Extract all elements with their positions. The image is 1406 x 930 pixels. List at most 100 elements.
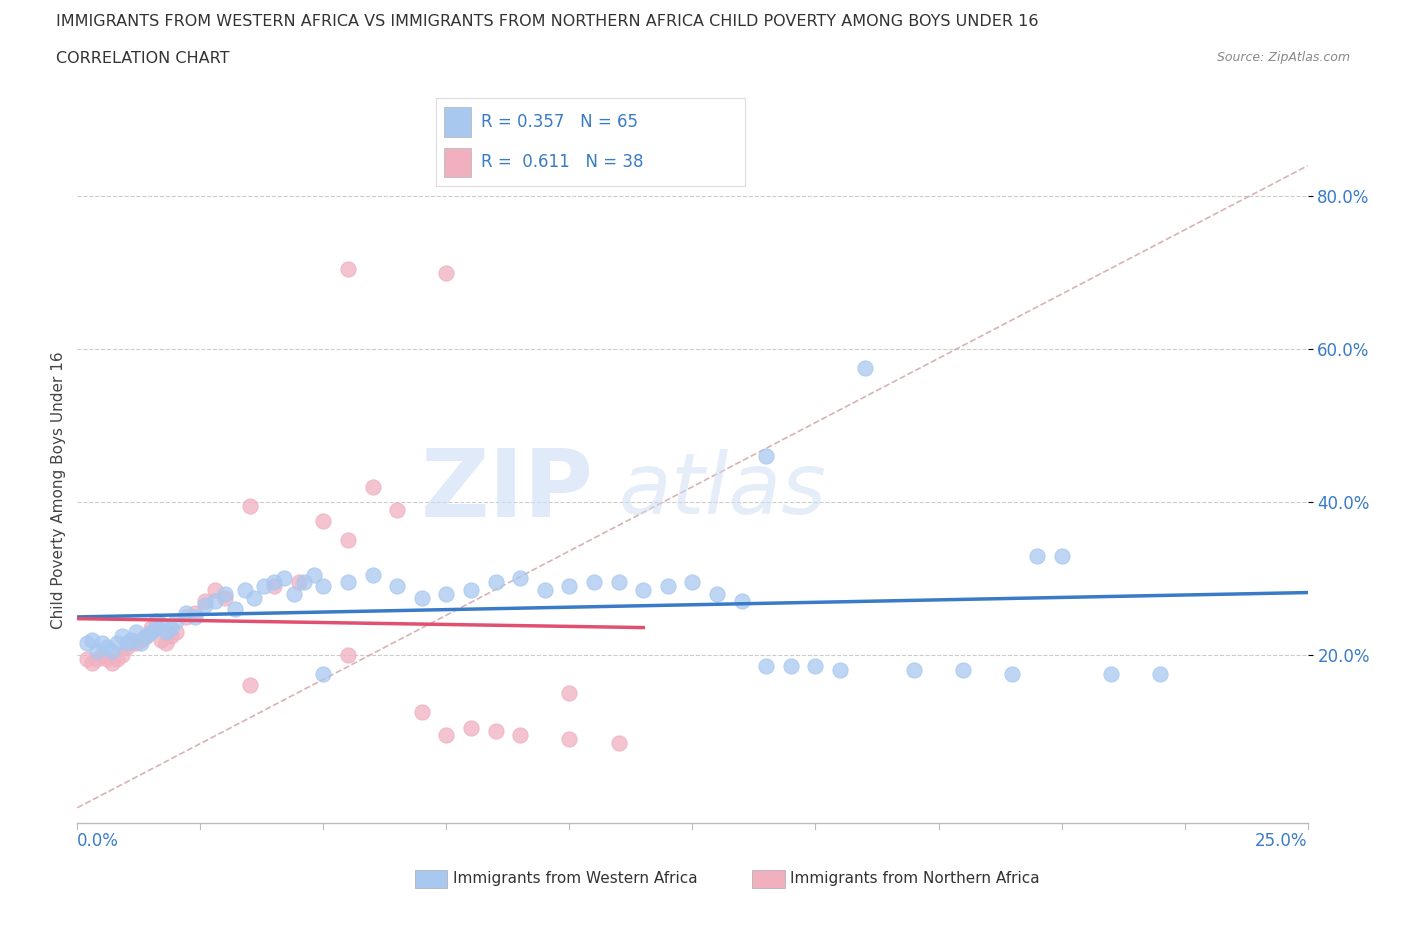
Point [90, 647, 114, 662]
Point [411, 591, 433, 605]
Point [150, 617, 173, 631]
FancyBboxPatch shape [444, 148, 471, 177]
Text: 25.0%: 25.0% [1256, 832, 1308, 850]
Point [233, 582, 256, 597]
Point [657, 578, 679, 593]
Text: R =  0.611   N = 38: R = 0.611 N = 38 [481, 153, 643, 171]
Y-axis label: Child Poverty Among Boys Under 16: Child Poverty Among Boys Under 16 [51, 352, 66, 630]
Text: Immigrants from Western Africa: Immigrants from Western Africa [453, 871, 697, 886]
Point [607, 575, 630, 590]
Point [125, 636, 148, 651]
Point [155, 625, 177, 640]
Point [731, 594, 754, 609]
Point [436, 586, 458, 601]
Point [312, 513, 335, 528]
Point [1050, 548, 1073, 563]
Text: ZIP: ZIP [422, 445, 595, 537]
Point [214, 591, 236, 605]
Point [76, 651, 98, 666]
Point [174, 605, 197, 620]
Point [1026, 548, 1049, 563]
Point [239, 498, 262, 513]
Point [76, 636, 98, 651]
Point [288, 575, 311, 590]
Point [385, 502, 409, 517]
Point [141, 620, 163, 635]
Point [263, 575, 285, 590]
Point [135, 629, 157, 644]
Point [830, 663, 852, 678]
Point [952, 663, 974, 678]
Point [239, 678, 262, 693]
Point [121, 632, 143, 647]
Point [111, 647, 132, 662]
Point [129, 632, 153, 647]
Point [115, 640, 138, 655]
Point [1099, 667, 1122, 682]
Point [509, 571, 531, 586]
Point [101, 655, 124, 670]
Point [115, 636, 138, 651]
Point [903, 663, 925, 678]
Point [145, 613, 167, 628]
Point [174, 609, 197, 624]
Point [105, 651, 128, 666]
Point [263, 578, 285, 593]
Point [96, 640, 118, 655]
Point [302, 567, 325, 582]
Point [583, 575, 606, 590]
Point [224, 602, 246, 617]
Point [804, 659, 827, 674]
Point [337, 647, 360, 662]
Point [312, 667, 335, 682]
Point [361, 479, 384, 494]
Point [165, 613, 187, 628]
Point [485, 724, 508, 738]
Point [111, 629, 132, 644]
Point [361, 567, 384, 582]
Point [194, 598, 217, 613]
Point [853, 361, 876, 376]
Point [155, 636, 177, 651]
Point [160, 620, 183, 635]
Point [436, 727, 458, 742]
Point [160, 629, 183, 644]
Text: Source: ZipAtlas.com: Source: ZipAtlas.com [1216, 51, 1350, 64]
Point [755, 659, 778, 674]
Point [165, 625, 187, 640]
Point [337, 261, 360, 276]
Point [253, 578, 276, 593]
Text: CORRELATION CHART: CORRELATION CHART [56, 51, 229, 66]
Point [607, 736, 630, 751]
Point [82, 655, 104, 670]
Point [682, 575, 704, 590]
Point [292, 575, 315, 590]
FancyBboxPatch shape [444, 107, 471, 137]
Point [96, 651, 118, 666]
Point [184, 605, 207, 620]
Point [184, 609, 207, 624]
Point [385, 578, 409, 593]
Text: R = 0.357   N = 65: R = 0.357 N = 65 [481, 113, 638, 131]
Point [780, 659, 803, 674]
Point [1001, 667, 1024, 682]
Point [485, 575, 508, 590]
Point [86, 651, 108, 666]
Point [101, 644, 124, 658]
Point [337, 533, 360, 548]
Point [312, 578, 335, 593]
Point [214, 586, 236, 601]
Point [509, 727, 531, 742]
Point [558, 685, 581, 700]
Point [129, 636, 153, 651]
Point [145, 620, 167, 635]
Point [90, 636, 114, 651]
Point [194, 594, 217, 609]
Point [633, 582, 655, 597]
Point [105, 636, 128, 651]
Point [755, 449, 778, 464]
Point [204, 582, 226, 597]
Text: atlas: atlas [619, 449, 827, 532]
Point [135, 629, 157, 644]
Point [121, 636, 143, 651]
